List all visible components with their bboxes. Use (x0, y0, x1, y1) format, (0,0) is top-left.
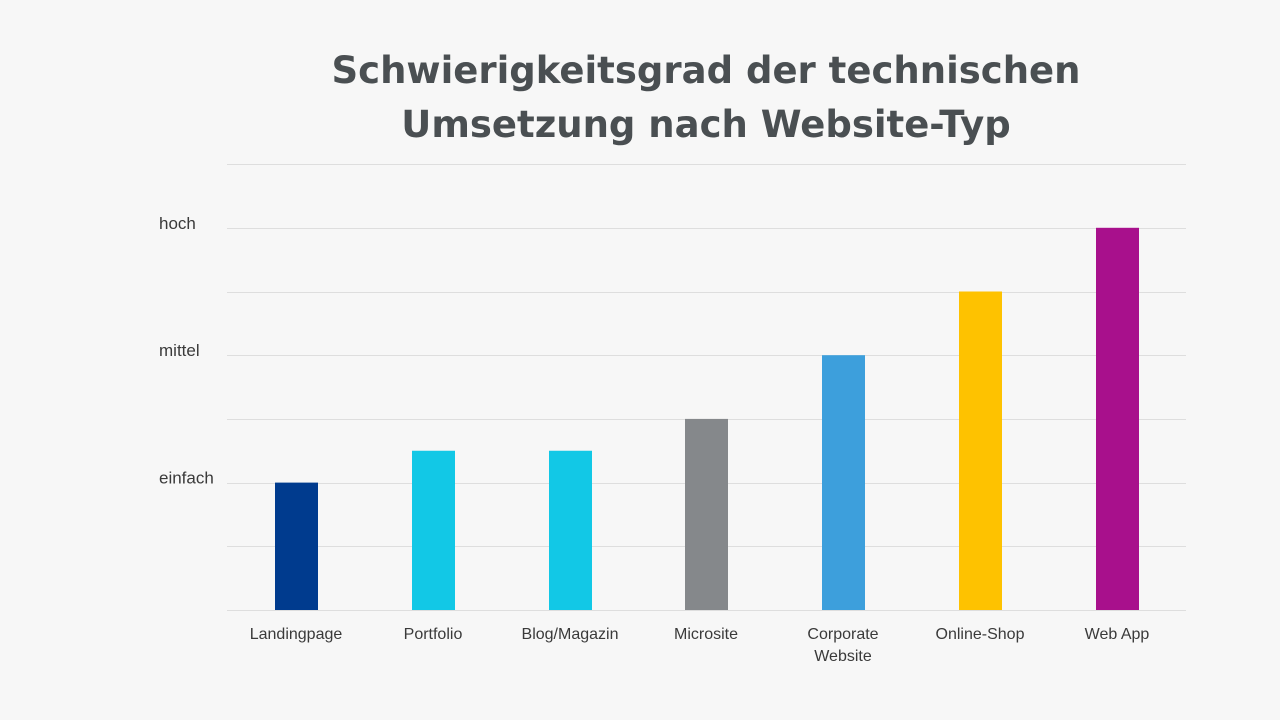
chart-title-line-1: Schwierigkeitsgrad der technischen (332, 49, 1081, 92)
bar-blog-magazin (549, 450, 592, 610)
x-tick-label-corporate-website-line-1: Corporate (807, 626, 878, 643)
bar-online-shop (959, 291, 1002, 610)
x-tick-label-microsite: Microsite (674, 626, 738, 643)
bar-corporate-website (822, 355, 865, 610)
x-tick-label-landingpage: Landingpage (250, 626, 343, 643)
y-tick-label-hoch: hoch (159, 214, 196, 233)
bar-landingpage (275, 482, 318, 610)
x-tick-label-corporate-website-line-2: Website (814, 648, 872, 665)
bar-portfolio (412, 450, 455, 610)
chart-title-line-2: Umsetzung nach Website-Typ (401, 103, 1010, 146)
x-tick-label-portfolio: Portfolio (404, 626, 463, 643)
x-tick-label-web-app: Web App (1085, 626, 1150, 643)
y-tick-label-einfach: einfach (159, 469, 214, 488)
bar-microsite (685, 418, 728, 610)
x-axis-labels: Landingpage Portfolio Blog/Magazin Microsit… (250, 626, 1150, 665)
y-tick-label-mittel: mittel (159, 341, 200, 360)
y-axis-labels: einfach mittel hoch (159, 214, 214, 488)
bar-web-app (1096, 227, 1139, 611)
bars (275, 227, 1139, 611)
x-tick-label-online-shop: Online-Shop (936, 626, 1025, 643)
x-tick-label-blog-magazin: Blog/Magazin (522, 626, 619, 643)
chart-title: Schwierigkeitsgrad der technischen Umsetz… (332, 49, 1081, 146)
